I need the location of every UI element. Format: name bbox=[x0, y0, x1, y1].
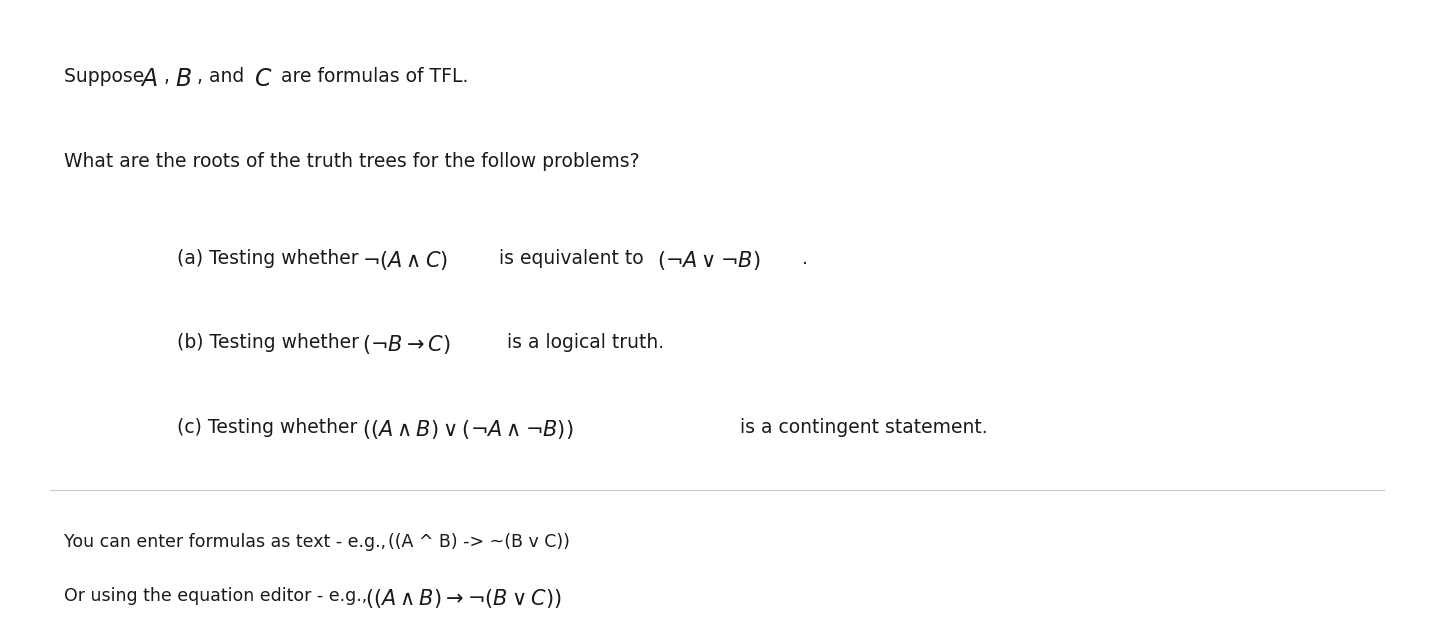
Text: $(\neg A \vee \neg B)$: $(\neg A \vee \neg B)$ bbox=[657, 249, 761, 272]
Text: ((A ^ B) -> ~(B v C)): ((A ^ B) -> ~(B v C)) bbox=[387, 532, 569, 550]
Text: (b) Testing whether: (b) Testing whether bbox=[178, 333, 366, 352]
Text: What are the roots of the truth trees for the follow problems?: What are the roots of the truth trees fo… bbox=[63, 152, 640, 171]
Text: (a) Testing whether: (a) Testing whether bbox=[178, 249, 366, 267]
Text: $\neg(A \wedge C)$: $\neg(A \wedge C)$ bbox=[361, 249, 449, 272]
Text: .: . bbox=[802, 249, 809, 267]
Text: ,: , bbox=[163, 67, 169, 86]
Text: is equivalent to: is equivalent to bbox=[493, 249, 650, 267]
Text: You can enter formulas as text - e.g.,: You can enter formulas as text - e.g., bbox=[63, 532, 391, 550]
Text: $\mathit{C}$: $\mathit{C}$ bbox=[254, 67, 272, 91]
Text: Or using the equation editor - e.g.,: Or using the equation editor - e.g., bbox=[63, 587, 373, 605]
Text: $\mathit{A}$: $\mathit{A}$ bbox=[141, 67, 158, 91]
Text: (c) Testing whether: (c) Testing whether bbox=[178, 418, 364, 437]
Text: $((A \wedge B) \rightarrow \neg(B \vee C))$: $((A \wedge B) \rightarrow \neg(B \vee C… bbox=[364, 587, 561, 610]
Text: $((A \wedge B) \vee (\neg A \wedge \neg B))$: $((A \wedge B) \vee (\neg A \wedge \neg … bbox=[361, 418, 574, 441]
Text: is a logical truth.: is a logical truth. bbox=[500, 333, 664, 352]
Text: are formulas of TFL.: are formulas of TFL. bbox=[275, 67, 469, 86]
Text: Suppose: Suppose bbox=[63, 67, 151, 86]
Text: is a contingent statement.: is a contingent statement. bbox=[734, 418, 988, 437]
Text: , and: , and bbox=[198, 67, 251, 86]
Text: $\mathit{B}$: $\mathit{B}$ bbox=[175, 67, 191, 91]
Text: $(\neg B \rightarrow C)$: $(\neg B \rightarrow C)$ bbox=[361, 333, 450, 356]
